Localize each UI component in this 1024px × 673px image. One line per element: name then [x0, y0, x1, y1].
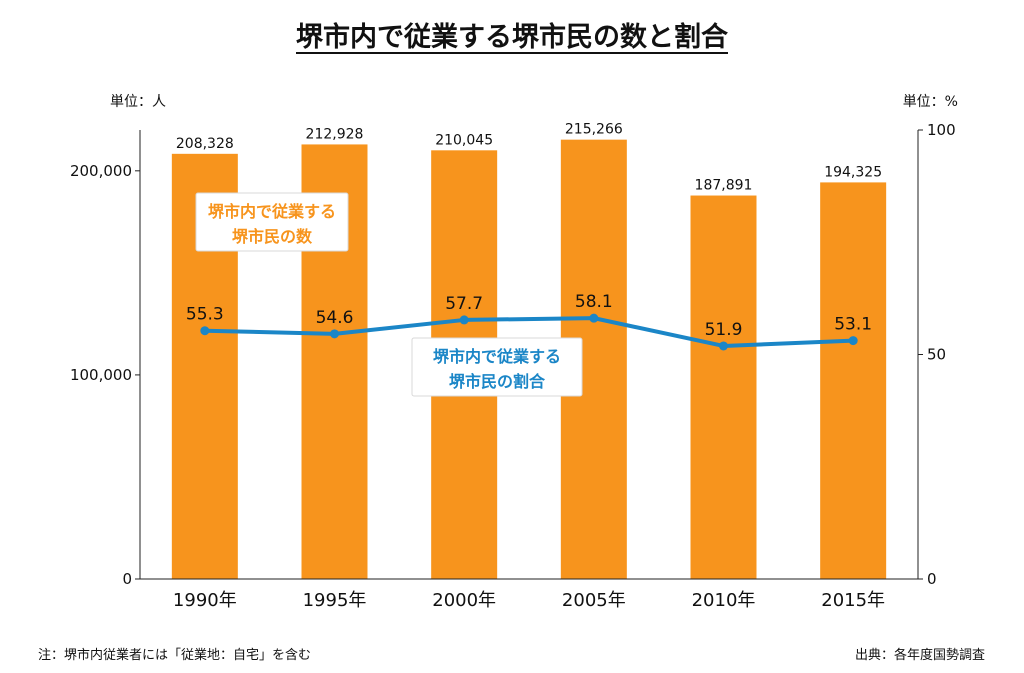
- bar-callout-line-1: 堺市民の数: [232, 227, 313, 246]
- bar-value-label-4: 187,891: [695, 178, 753, 194]
- source-note: 出典：各年度国勢調査: [855, 647, 985, 663]
- bar-callout-box: [195, 192, 349, 252]
- ratio-point-3: [589, 313, 599, 323]
- ratio-value-label-5: 53.1: [834, 315, 872, 335]
- ratio-point-0: [200, 326, 210, 336]
- line-callout-line-1: 堺市民の割合: [449, 372, 546, 391]
- ratio-line: [204, 316, 854, 348]
- ratio-value-label-2: 57.7: [445, 294, 483, 314]
- bar-5: [820, 182, 887, 580]
- ratio-value-label-1: 54.6: [316, 308, 354, 328]
- ratio-point-5: [848, 336, 858, 346]
- footnote: 注：堺市内従業者には「従業地：自宅」を含む: [38, 647, 311, 663]
- bar-callout-line-0: 堺市内で従業する: [208, 202, 336, 221]
- ratio-point-1: [330, 329, 339, 339]
- ratio-point-2: [459, 315, 469, 325]
- x-tick-label-3: 2005年: [562, 590, 626, 611]
- left-axis-unit: 単位：人: [110, 94, 166, 110]
- line-callout-box: [411, 337, 583, 397]
- right-tick-label-2: 100: [927, 121, 956, 139]
- right-axis-unit: 単位：%: [903, 94, 958, 110]
- left-tick-label-1: 100,000: [70, 366, 132, 384]
- left-tick-label-2: 200,000: [70, 162, 132, 180]
- chart-title: 堺市内で従業する堺市民の数と割合: [296, 21, 728, 53]
- right-tick-label-1: 50: [927, 346, 946, 364]
- ratio-value-label-0: 55.3: [186, 305, 224, 325]
- x-tick-label-2: 2000年: [432, 590, 496, 611]
- bar-value-label-0: 208,328: [176, 136, 234, 152]
- left-tick-label-0: 0: [122, 570, 132, 588]
- bar-value-label-5: 194,325: [824, 164, 882, 180]
- x-tick-label-4: 2010年: [692, 590, 756, 611]
- bar-value-label-3: 215,266: [565, 122, 623, 138]
- x-tick-label-1: 1995年: [303, 590, 367, 611]
- x-tick-label-5: 2015年: [821, 590, 885, 611]
- ratio-value-label-4: 51.9: [705, 320, 743, 340]
- line-callout-line-0: 堺市内で従業する: [433, 347, 561, 366]
- right-tick-label-0: 0: [927, 570, 937, 588]
- ratio-point-4: [719, 341, 728, 351]
- bar-value-label-1: 212,928: [306, 126, 364, 142]
- bar-value-label-2: 210,045: [435, 132, 493, 148]
- bar-4: [690, 195, 757, 579]
- x-tick-label-0: 1990年: [173, 590, 237, 611]
- ratio-value-label-3: 58.1: [575, 292, 613, 312]
